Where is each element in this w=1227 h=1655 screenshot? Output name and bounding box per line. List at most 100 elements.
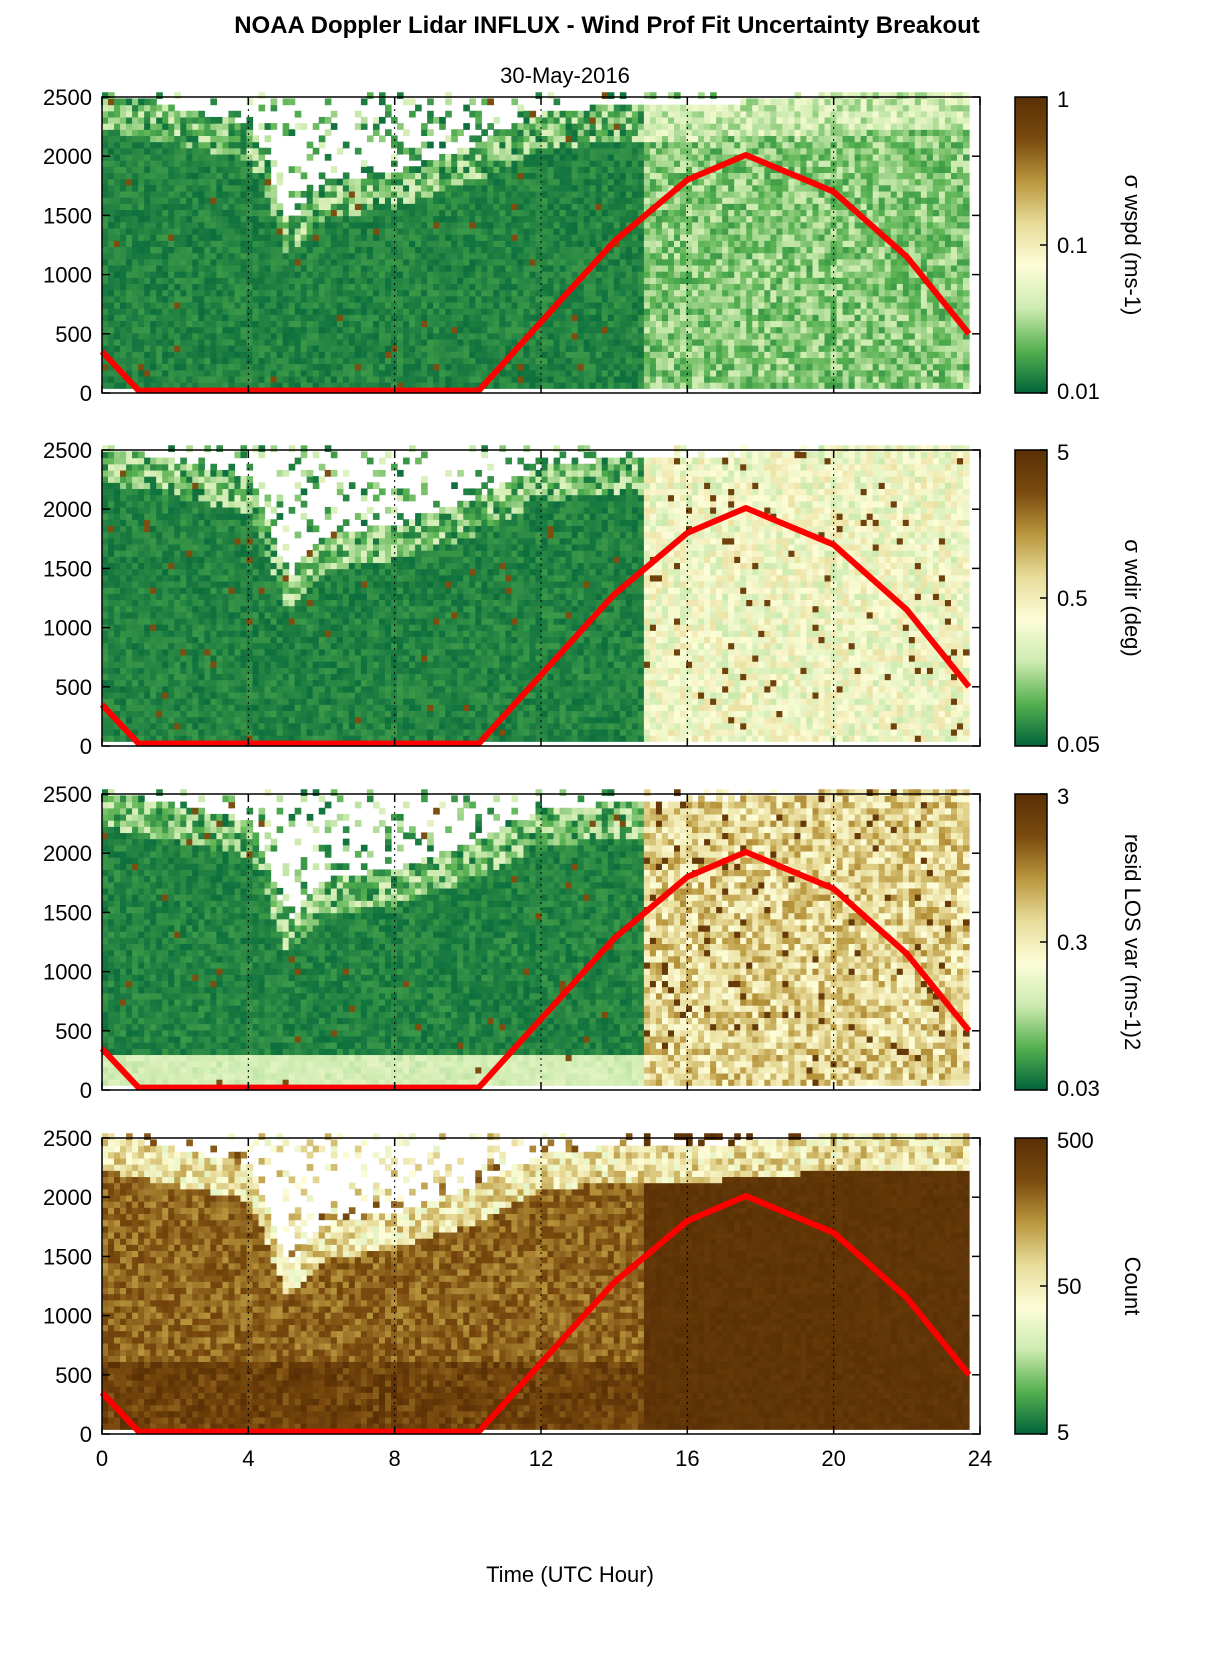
heatmap-cell [186,320,193,327]
heatmap-cell [216,283,223,290]
heatmap-cell [162,345,169,352]
heatmap-cell [138,370,145,377]
heatmap-cell [277,314,284,321]
heatmap-cell [529,111,536,118]
heatmap-cell [602,129,609,136]
heatmap-cell [710,253,717,260]
heatmap-cell [162,234,169,241]
heatmap-cell [174,302,181,309]
heatmap-cell [415,172,422,179]
heatmap-cell [572,142,579,149]
heatmap-cell [487,333,494,340]
heatmap-cell [493,308,500,315]
heatmap-cell [602,179,609,186]
heatmap-cell [138,259,145,266]
heatmap-cell [415,179,422,186]
heatmap-cell [511,191,518,198]
heatmap-cell [439,283,446,290]
heatmap-cell [156,314,163,321]
heatmap-cell [337,271,344,278]
heatmap-cell [192,191,199,198]
heatmap-cell [409,154,416,161]
heatmap-cell [626,117,633,124]
heatmap-cell [662,228,669,235]
heatmap-cell [596,209,603,216]
heatmap-cell [632,259,639,266]
heatmap-cell [662,333,669,340]
heatmap-cell [632,185,639,192]
heatmap-cell [162,123,169,130]
heatmap-cell [367,277,374,284]
heatmap-cell [716,135,723,142]
heatmap-cell [397,277,404,284]
heatmap-cell [204,203,211,210]
heatmap-cell [192,166,199,173]
heatmap-cell [469,357,476,364]
heatmap-cell [150,302,157,309]
heatmap-cell [150,290,157,297]
heatmap-cell [572,154,579,161]
heatmap-cell [144,234,151,241]
heatmap-cell [144,376,151,383]
heatmap-cell [204,259,211,266]
heatmap-cell [734,142,741,149]
heatmap-cell [698,253,705,260]
heatmap-cell [373,357,380,364]
heatmap-cell [192,277,199,284]
heatmap-cell [355,296,362,303]
heatmap-cell [259,308,266,315]
heatmap-cell [710,234,717,241]
heatmap-cell [433,160,440,167]
heatmap-cell [132,345,139,352]
heatmap-cell [469,351,476,358]
heatmap-cell [433,222,440,229]
heatmap-cell [397,216,404,223]
heatmap-cell [548,135,555,142]
heatmap-cell [373,308,380,315]
heatmap-cell [216,259,223,266]
heatmap-cell [228,191,235,198]
heatmap-cell [120,382,127,389]
heatmap-cell [385,339,392,346]
heatmap-cell [415,333,422,340]
heatmap-cell [247,364,254,371]
heatmap-cell [397,148,404,155]
heatmap-cell [590,308,597,315]
heatmap-cell [355,222,362,229]
heatmap-cell [234,302,241,309]
heatmap-cell [247,203,254,210]
heatmap-cell [240,197,247,204]
heatmap-cell [150,364,157,371]
heatmap-cell [162,296,169,303]
heatmap-cell [590,166,597,173]
heatmap-cell [517,382,524,389]
heatmap-cell [114,135,121,142]
heatmap-cell [572,216,579,223]
heatmap-cell [228,209,235,216]
heatmap-cell [596,351,603,358]
heatmap-cell [367,246,374,253]
heatmap-cell [174,216,181,223]
heatmap-cell [186,234,193,241]
heatmap-cell [415,302,422,309]
heatmap-cell [301,351,308,358]
heatmap-cell [421,314,428,321]
heatmap-cell [542,357,549,364]
heatmap-cell [108,191,115,198]
heatmap-cell [602,111,609,118]
heatmap-cell [517,209,524,216]
heatmap-cell [554,277,561,284]
heatmap-cell [373,209,380,216]
heatmap-cell [560,364,567,371]
heatmap-cell [692,191,699,198]
heatmap-cell [740,333,747,340]
heatmap-cell [403,327,410,334]
heatmap-cell [608,296,615,303]
heatmap-cell [602,203,609,210]
heatmap-cell [240,351,247,358]
heatmap-cell [283,216,290,223]
heatmap-cell [337,277,344,284]
heatmap-cell [542,246,549,253]
heatmap-cell [277,209,284,216]
heatmap-cell [156,376,163,383]
